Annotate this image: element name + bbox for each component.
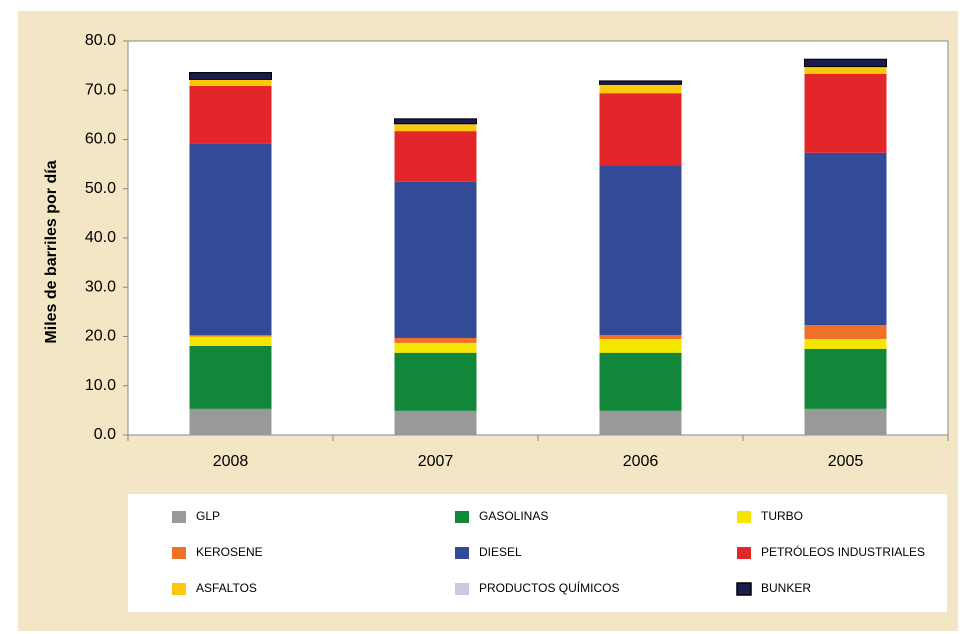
- bar-segment: [394, 131, 477, 182]
- bar-segment: [189, 336, 272, 346]
- legend-swatch: [737, 547, 751, 559]
- bar-segment: [804, 73, 887, 153]
- bar-segment: [804, 67, 887, 74]
- legend-swatch: [172, 511, 186, 523]
- legend-swatch: [455, 547, 469, 559]
- bar-segment: [599, 338, 682, 353]
- y-tick-label: 30.0: [85, 278, 116, 295]
- legend-label: PRODUCTOS QUÍMICOS: [479, 580, 619, 595]
- y-tick-label: 10.0: [85, 377, 116, 394]
- y-tick-label: 40.0: [85, 229, 116, 246]
- bar-segment: [804, 338, 887, 349]
- bar-segment: [599, 84, 682, 94]
- bar-segment: [599, 93, 682, 166]
- x-tick-label: 2008: [213, 453, 249, 470]
- bar-segment: [189, 408, 272, 435]
- x-tick-label: 2006: [623, 453, 659, 470]
- legend-label: DIESEL: [479, 545, 522, 559]
- legend-swatch: [736, 582, 752, 596]
- bar-segment: [394, 342, 477, 353]
- legend-label: BUNKER: [761, 581, 811, 595]
- bar-segment: [189, 72, 272, 80]
- legend-swatch: [455, 511, 469, 523]
- legend-label: TURBO: [761, 509, 803, 523]
- y-tick-label: 60.0: [85, 131, 116, 148]
- bar-segment: [804, 348, 887, 409]
- legend-swatch: [455, 583, 469, 595]
- legend-label: GASOLINAS: [479, 509, 548, 523]
- legend-label: GLP: [196, 509, 220, 523]
- legend-box: [128, 494, 947, 612]
- bar-segment: [394, 118, 477, 125]
- bar-segment: [394, 410, 477, 435]
- x-tick-label: 2005: [828, 453, 864, 470]
- bar-segment: [189, 345, 272, 409]
- legend-label: KEROSENE: [196, 545, 263, 559]
- y-tick-label: 50.0: [85, 180, 116, 197]
- x-tick-label: 2007: [418, 453, 454, 470]
- y-tick-label: 0.0: [94, 426, 116, 443]
- bar-segment: [189, 143, 272, 336]
- bar-segment: [394, 124, 477, 132]
- bar-segment: [394, 352, 477, 411]
- bar-segment: [599, 80, 682, 85]
- bar-segment: [804, 408, 887, 435]
- bar-segment: [804, 58, 887, 68]
- bar-segment: [599, 410, 682, 435]
- legend-label: PETRÓLEOS INDUSTRIALES: [761, 544, 925, 559]
- bar-segment: [599, 165, 682, 336]
- bar-segment: [599, 335, 682, 339]
- bar-segment: [189, 335, 272, 337]
- legend-label: ASFALTOS: [196, 581, 257, 595]
- y-tick-label: 80.0: [85, 32, 116, 49]
- bar-segment: [599, 352, 682, 411]
- y-tick-label: 20.0: [85, 328, 116, 345]
- legend-swatch: [172, 583, 186, 595]
- bar-segment: [394, 337, 477, 343]
- bar-segment: [189, 85, 272, 144]
- bar-segment: [804, 325, 887, 339]
- bar-segment: [394, 181, 477, 338]
- bar-segment: [189, 79, 272, 86]
- legend-swatch: [737, 511, 751, 523]
- bar-segment: [804, 152, 887, 326]
- legend-swatch: [172, 547, 186, 559]
- y-axis-label: Miles de barriles por día: [43, 160, 60, 343]
- y-tick-label: 70.0: [85, 81, 116, 98]
